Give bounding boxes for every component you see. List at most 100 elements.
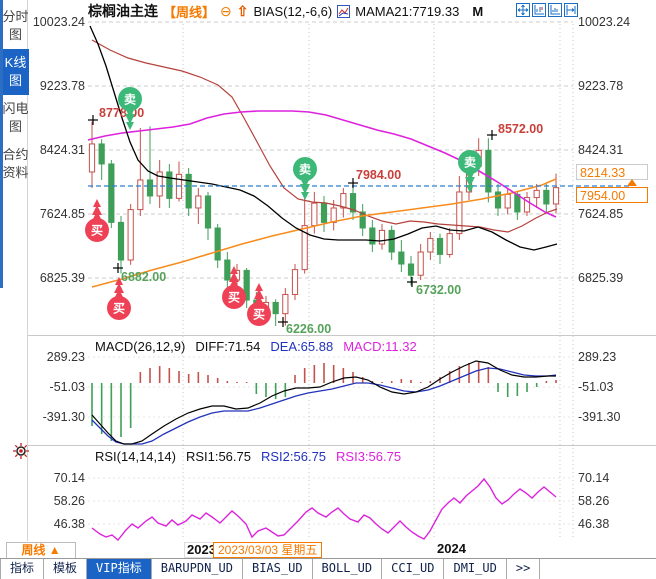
sell-marker-arrow bbox=[125, 114, 135, 124]
axis-zoom-in-icon[interactable] bbox=[532, 3, 546, 17]
last-price-box: 7954.00 bbox=[576, 187, 648, 203]
buy-marker-arrow bbox=[93, 199, 101, 207]
move-crosshair-icon[interactable] bbox=[516, 3, 530, 17]
sidebar-accent-stripe bbox=[0, 0, 3, 288]
sell-marker-arrow bbox=[126, 122, 134, 130]
mama-indicator-label[interactable]: MAMA21:7719.33 bbox=[355, 3, 460, 19]
buy-marker-circle bbox=[247, 302, 271, 326]
macd-params-label[interactable]: MACD(26,12,9) bbox=[95, 339, 186, 354]
tab-indicators[interactable]: 指标 bbox=[0, 559, 45, 579]
tab-more[interactable]: >> bbox=[507, 559, 541, 579]
macd-diff-value: DIFF:71.54 bbox=[195, 339, 261, 354]
rsi-axis-label: 58.26 bbox=[53, 494, 85, 508]
year-label: 2024 bbox=[435, 541, 468, 556]
macd-axis-label: -391.30 bbox=[42, 410, 85, 424]
candle-body bbox=[398, 251, 405, 265]
macd-axis-label: -391.30 bbox=[578, 410, 621, 424]
chart-toolbar: 棕榈油主连 【周线】 ⊖ ⇧ BIAS(12,-6,6) MAMA21:7719… bbox=[88, 2, 483, 20]
selected-date-box: 2023/03/03 星期五 bbox=[213, 542, 323, 558]
tab-bar-filler bbox=[540, 559, 656, 579]
rsi1-value: RSI1:56.75 bbox=[185, 449, 251, 464]
candle-body bbox=[504, 193, 511, 209]
indicator-tab-bar: 指标 模板 VIP指标 BARUPDN_UD BIAS_UD BOLL_UD C… bbox=[0, 558, 656, 579]
period-selector[interactable]: 周线 ▲ bbox=[6, 542, 76, 559]
candle-body bbox=[359, 211, 366, 229]
buy-marker-label: 买 bbox=[228, 291, 240, 305]
candle-body bbox=[127, 209, 134, 261]
candle-body bbox=[369, 227, 376, 245]
macd-axis-label: 289.23 bbox=[46, 350, 85, 364]
sidebar-item-contract-info[interactable]: 合约资料 bbox=[2, 147, 29, 180]
price-annotation: 6882.00 bbox=[121, 270, 166, 284]
chart-tool-buttons bbox=[516, 3, 578, 17]
candle-body bbox=[243, 269, 250, 301]
tab-boll-ud[interactable]: BOLL_UD bbox=[313, 559, 383, 579]
pane-expand-icon[interactable] bbox=[564, 3, 578, 17]
tab-vip-indicators[interactable]: VIP指标 bbox=[87, 559, 152, 579]
symbol-title: 棕榈油主连 bbox=[88, 3, 158, 19]
candle-body bbox=[204, 195, 212, 229]
candle-body bbox=[108, 163, 115, 223]
macd-diff-line bbox=[91, 360, 556, 445]
sidebar-item-kline-chart[interactable]: K线图 bbox=[2, 49, 29, 95]
price-pointer-triangle bbox=[627, 179, 637, 186]
reference-price-box: 8214.33 bbox=[576, 164, 648, 180]
rsi-axis-label: 46.38 bbox=[578, 517, 610, 531]
sell-marker-arrow bbox=[465, 177, 475, 187]
sell-marker-circle bbox=[293, 157, 317, 181]
candle-body bbox=[272, 301, 279, 315]
candle-body bbox=[195, 195, 202, 209]
candle-body bbox=[417, 251, 424, 276]
price-axis-label: 9223.78 bbox=[578, 79, 624, 93]
macd-axis-label: -51.03 bbox=[49, 380, 85, 394]
collapse-icon[interactable]: ⊖ bbox=[220, 2, 232, 19]
m-toggle-label[interactable]: M bbox=[472, 3, 484, 19]
sell-marker-label: 卖 bbox=[299, 162, 311, 177]
price-annotation: 6732.00 bbox=[416, 283, 461, 297]
macd-axis-label: -51.03 bbox=[578, 380, 614, 394]
candle-body bbox=[543, 189, 550, 205]
price-axis-label: 8424.31 bbox=[39, 143, 85, 157]
rsi-axis-label: 46.38 bbox=[53, 517, 85, 531]
buy-marker-arrow bbox=[254, 289, 264, 299]
rsi-title-row: RSI(14,14,14) RSI1:56.75 RSI2:56.75 RSI3… bbox=[95, 449, 401, 464]
tab-templates[interactable]: 模板 bbox=[44, 559, 88, 579]
year-label: 2023 bbox=[184, 542, 219, 558]
buy-marker-label: 买 bbox=[91, 224, 103, 238]
buy-marker-circle bbox=[222, 285, 246, 309]
rsi-params-label[interactable]: RSI(14,14,14) bbox=[95, 449, 176, 464]
price-axis-label: 10023.24 bbox=[578, 15, 631, 29]
tab-cci-ud[interactable]: CCI_UD bbox=[382, 559, 445, 579]
ma-line-black bbox=[89, 25, 558, 251]
sidebar-item-lightning-chart[interactable]: 闪电图 bbox=[2, 101, 29, 134]
candle-body bbox=[436, 237, 444, 255]
price-axis-label: 7624.85 bbox=[39, 207, 85, 221]
sidebar-item-time-chart[interactable]: 分时图 bbox=[2, 9, 29, 42]
buy-marker-arrow bbox=[92, 205, 102, 215]
date-axis-row: 周线 ▲ 2023 2023/03/03 星期五 2024 bbox=[0, 541, 656, 559]
price-axis-label: 6825.39 bbox=[578, 271, 624, 285]
bias-indicator-label[interactable]: BIAS(12,-6,6) bbox=[253, 3, 333, 19]
buy-marker-circle bbox=[85, 218, 109, 242]
indicator-settings-sun-icon[interactable] bbox=[12, 442, 30, 465]
candle-body bbox=[166, 171, 173, 199]
candle-body bbox=[98, 143, 105, 165]
up-arrow-icon[interactable]: ⇧ bbox=[236, 2, 249, 19]
price-axis-label: 7624.85 bbox=[578, 207, 624, 221]
buy-marker-arrow bbox=[114, 283, 124, 293]
candle-body bbox=[291, 269, 299, 295]
candle-body bbox=[427, 237, 434, 253]
axis-zoom-out-icon[interactable] bbox=[548, 3, 562, 17]
candle-body bbox=[330, 207, 337, 223]
buy-marker-label: 买 bbox=[113, 302, 125, 316]
mini-chart-icon bbox=[337, 4, 351, 18]
sell-marker-circle bbox=[118, 87, 142, 111]
candle-body bbox=[117, 221, 125, 261]
tab-bias-ud[interactable]: BIAS_UD bbox=[243, 559, 313, 579]
sell-marker-label: 卖 bbox=[124, 92, 136, 107]
tab-barupdn-ud[interactable]: BARUPDN_UD bbox=[152, 559, 243, 579]
rsi-axis-label: 70.14 bbox=[53, 471, 85, 485]
tab-dmi-ud[interactable]: DMI_UD bbox=[444, 559, 507, 579]
candle-body bbox=[378, 229, 386, 245]
